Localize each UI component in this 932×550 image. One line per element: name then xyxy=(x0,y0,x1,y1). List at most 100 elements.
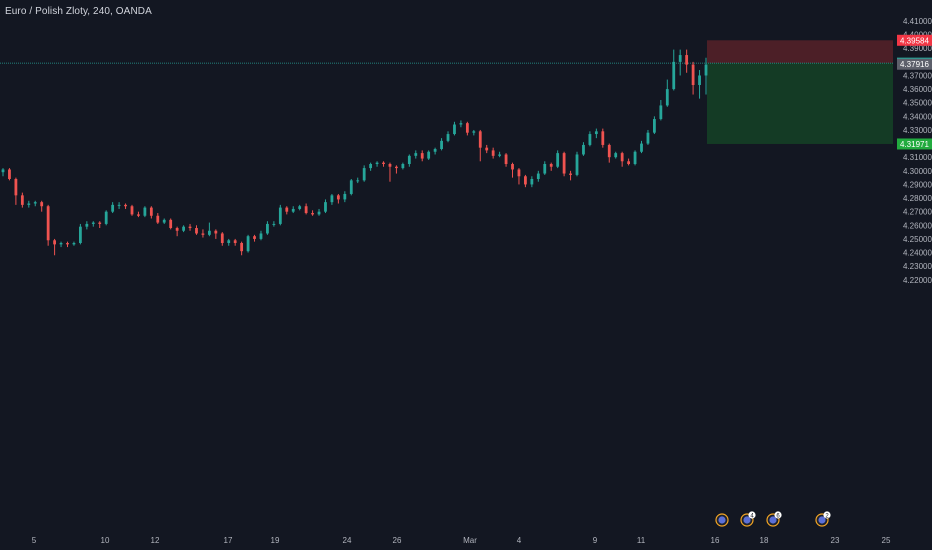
candle-body xyxy=(491,150,495,156)
candle-body xyxy=(414,153,418,156)
candle-body xyxy=(375,162,379,165)
candle-body xyxy=(427,151,431,159)
candle-body xyxy=(137,214,140,216)
x-tick-label: 9 xyxy=(593,536,598,545)
candle-body xyxy=(524,176,527,185)
candle-body xyxy=(285,207,289,212)
candle-body xyxy=(685,55,689,65)
candle-body xyxy=(369,164,373,169)
candle-body xyxy=(8,169,11,179)
time-axis[interactable]: 5 10 12 17 19 24 26 Mar 4 9 11 16 18 23 25 xyxy=(32,536,891,545)
event-count-label: 2 xyxy=(825,513,829,519)
candle-body xyxy=(640,143,643,152)
candle-body xyxy=(627,161,631,165)
candle-body xyxy=(91,222,95,224)
event-icon xyxy=(818,516,826,524)
candle-body xyxy=(407,155,411,165)
candle-body xyxy=(453,124,456,135)
candle-body xyxy=(259,233,263,239)
candle-body xyxy=(317,211,321,215)
candle-body xyxy=(485,147,489,151)
candle-body xyxy=(698,75,701,86)
candle-body xyxy=(324,202,327,212)
y-tick-label: 4.41000 xyxy=(903,17,932,26)
x-tick-label: 24 xyxy=(343,536,352,545)
price-axis[interactable]: 4.410004.400004.390004.380004.370004.360… xyxy=(903,17,932,285)
event-icon xyxy=(743,516,751,524)
candle-body xyxy=(143,207,147,216)
candle-body xyxy=(188,226,192,229)
candle-body xyxy=(575,154,579,175)
candle-body xyxy=(207,230,211,235)
x-tick-label: 18 xyxy=(760,536,769,545)
candle-body xyxy=(362,168,366,181)
x-tick-label: 26 xyxy=(393,536,402,545)
candle-body xyxy=(588,134,592,145)
x-tick-label: 12 xyxy=(151,536,160,545)
y-tick-label: 4.24000 xyxy=(903,249,932,258)
y-tick-label: 4.25000 xyxy=(903,235,932,244)
candle-body xyxy=(214,230,218,234)
candle-body xyxy=(504,154,508,165)
candle-body xyxy=(85,223,89,227)
stop-loss-price-label: 4.39584 xyxy=(900,36,929,45)
y-tick-label: 4.39000 xyxy=(903,44,932,53)
candle-body xyxy=(227,240,231,244)
event-count-badge xyxy=(774,511,782,519)
candle-body xyxy=(40,202,44,207)
candle-body xyxy=(66,243,69,245)
position-zones xyxy=(707,40,893,144)
previous-close-price-badge xyxy=(897,58,932,70)
candle-body xyxy=(388,164,392,167)
y-tick-label: 4.36000 xyxy=(903,85,932,94)
candle-body xyxy=(569,173,572,175)
x-tick-label: 17 xyxy=(224,536,233,545)
x-tick-label: 4 xyxy=(517,536,522,545)
candle-body xyxy=(272,223,276,225)
candle-body xyxy=(278,207,282,224)
candle-body xyxy=(433,149,437,152)
candle-body xyxy=(201,233,205,235)
candle-body xyxy=(382,162,385,165)
candle-body xyxy=(614,153,618,158)
candle-body xyxy=(104,211,108,224)
candle-body xyxy=(220,233,224,244)
candle-body xyxy=(182,226,185,231)
candle-body xyxy=(607,144,611,158)
candle-body xyxy=(556,153,560,167)
stop-loss-price-badge xyxy=(897,34,932,46)
candle-body xyxy=(98,222,102,224)
candle-body xyxy=(582,144,585,155)
candle-body xyxy=(162,219,166,223)
candle-body xyxy=(395,166,398,169)
take-profit-zone[interactable] xyxy=(707,63,893,144)
candle-body xyxy=(311,213,314,215)
candle-body xyxy=(356,180,360,182)
y-tick-label: 4.29000 xyxy=(903,180,932,189)
y-tick-label: 4.27000 xyxy=(903,208,932,217)
candle-body xyxy=(46,206,50,241)
candle-body xyxy=(511,164,514,170)
event-markers[interactable]: 4 6 2 xyxy=(715,511,831,527)
candle-body xyxy=(420,153,424,159)
candle-body xyxy=(253,236,256,239)
candle-body xyxy=(117,204,121,206)
candle-body xyxy=(530,178,534,185)
y-tick-label: 4.30000 xyxy=(903,167,932,176)
candle-body xyxy=(440,140,443,150)
candle-body xyxy=(149,207,153,216)
y-tick-label: 4.26000 xyxy=(903,221,932,230)
candle-body xyxy=(678,55,682,62)
y-tick-label: 4.23000 xyxy=(903,262,932,271)
y-tick-label: 4.35000 xyxy=(903,99,932,108)
candle-body xyxy=(336,195,340,200)
candle-body xyxy=(343,193,347,200)
stop-loss-zone[interactable] xyxy=(707,40,893,64)
candle-body xyxy=(549,164,553,167)
candle-body xyxy=(601,131,605,145)
candle-body xyxy=(659,105,663,120)
x-tick-label: 23 xyxy=(831,536,840,545)
candle-body xyxy=(478,131,482,148)
